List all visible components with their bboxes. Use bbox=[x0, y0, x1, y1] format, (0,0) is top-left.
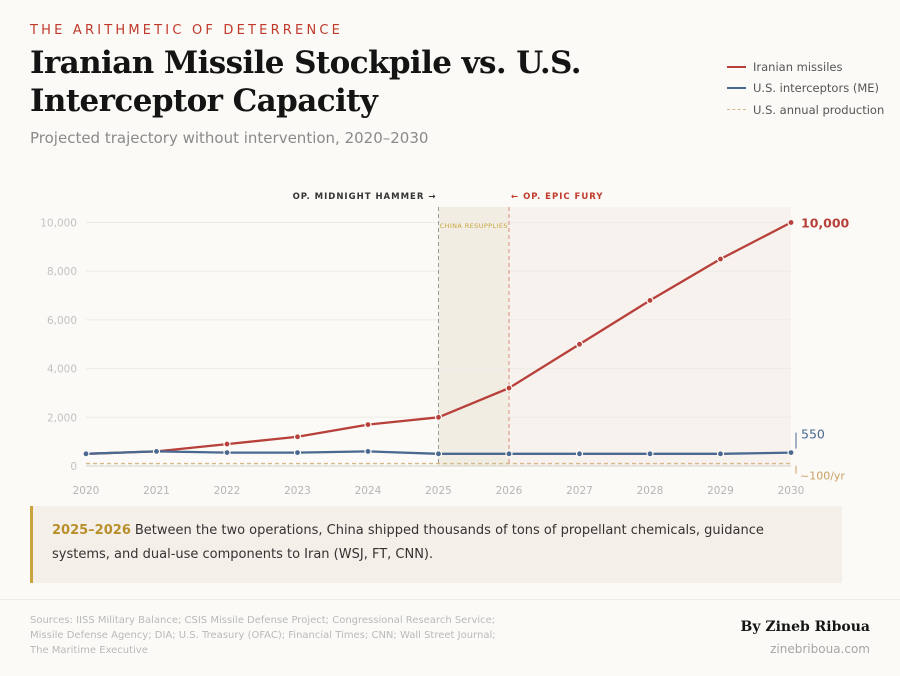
callout-years: 2025–2026 bbox=[52, 523, 131, 538]
callout-box: 2025–2026 Between the two operations, Chi… bbox=[30, 506, 842, 583]
series-end-label: ~100/yr bbox=[800, 470, 845, 483]
legend-label: U.S. annual production bbox=[753, 102, 885, 117]
china-resupplies-region bbox=[438, 207, 509, 466]
x-tick-label: 2020 bbox=[73, 485, 100, 497]
subtitle: Projected trajectory without interventio… bbox=[30, 129, 429, 147]
data-point bbox=[505, 384, 513, 392]
y-tick-label: 4,000 bbox=[47, 364, 77, 376]
legend-item-iranian-missiles: Iranian missiles bbox=[727, 56, 884, 78]
x-tick-label: 2023 bbox=[284, 485, 311, 497]
series-end-label: 10,000 bbox=[801, 216, 850, 231]
data-point bbox=[223, 449, 231, 457]
series-end-label: 550 bbox=[801, 427, 825, 442]
y-tick-label: 8,000 bbox=[47, 266, 77, 278]
data-point bbox=[293, 449, 302, 457]
epic-fury-label: ← OP. EPIC FURY bbox=[511, 192, 604, 202]
data-point bbox=[434, 413, 443, 421]
x-tick-label: 2025 bbox=[425, 485, 452, 497]
data-point bbox=[716, 450, 725, 458]
line-chart: 0 2,000 4,000 6,000 8,000 10,000 2020 2021 2022 2… bbox=[40, 192, 850, 497]
data-point bbox=[82, 450, 90, 458]
x-tick-label: 2028 bbox=[637, 485, 664, 497]
callout-text: Between the two operations, China shippe… bbox=[52, 523, 764, 562]
legend-swatch bbox=[727, 109, 746, 111]
y-tick-label: 10,000 bbox=[40, 218, 77, 230]
data-point bbox=[152, 447, 161, 455]
y-tick-label: 6,000 bbox=[47, 315, 77, 327]
data-point bbox=[646, 296, 654, 305]
data-point bbox=[364, 421, 372, 429]
y-tick-label: 0 bbox=[70, 461, 77, 473]
data-point bbox=[223, 440, 231, 448]
data-point bbox=[505, 450, 513, 458]
eyebrow: THE ARITHMETIC OF DETERRENCE bbox=[30, 23, 344, 38]
data-point bbox=[434, 450, 443, 458]
x-tick-label: 2021 bbox=[143, 485, 170, 497]
legend: Iranian missiles U.S. interceptors (ME) … bbox=[727, 56, 884, 121]
midnight-hammer-label: OP. MIDNIGHT HAMMER → bbox=[293, 192, 437, 202]
legend-swatch bbox=[727, 87, 746, 90]
data-point bbox=[787, 449, 795, 457]
x-tick-label: 2024 bbox=[355, 485, 382, 497]
legend-swatch bbox=[727, 65, 746, 68]
x-tick-label: 2029 bbox=[707, 485, 734, 497]
data-point bbox=[646, 450, 654, 458]
legend-label: U.S. interceptors (ME) bbox=[753, 81, 880, 96]
legend-label: Iranian missiles bbox=[753, 59, 843, 74]
data-point bbox=[787, 218, 795, 227]
sources: Sources: IISS Military Balance; CSIS Mis… bbox=[30, 615, 496, 656]
x-tick-label: 2026 bbox=[496, 485, 523, 497]
china-resupplies-label: CHINA RESUPPLIES bbox=[440, 222, 508, 230]
site-link[interactable]: zinebriboua.com bbox=[770, 642, 870, 656]
byline: By Zineb Riboua bbox=[740, 619, 870, 635]
footer-divider bbox=[0, 599, 900, 600]
legend-item-us-interceptors: U.S. interceptors (ME) bbox=[727, 78, 884, 100]
y-tick-label: 2,000 bbox=[47, 412, 77, 424]
data-point bbox=[293, 433, 302, 441]
data-point bbox=[716, 255, 725, 263]
epic-fury-region bbox=[509, 207, 791, 466]
data-point bbox=[364, 447, 372, 455]
x-tick-label: 2027 bbox=[566, 485, 593, 497]
legend-item-us-production: U.S. annual production bbox=[727, 99, 884, 121]
x-tick-label: 2030 bbox=[778, 485, 805, 497]
data-point bbox=[575, 340, 584, 348]
page-title: Iranian Missile Stockpile vs. U.S. Inter… bbox=[30, 45, 582, 119]
data-point bbox=[575, 450, 584, 458]
x-tick-label: 2022 bbox=[214, 485, 241, 497]
